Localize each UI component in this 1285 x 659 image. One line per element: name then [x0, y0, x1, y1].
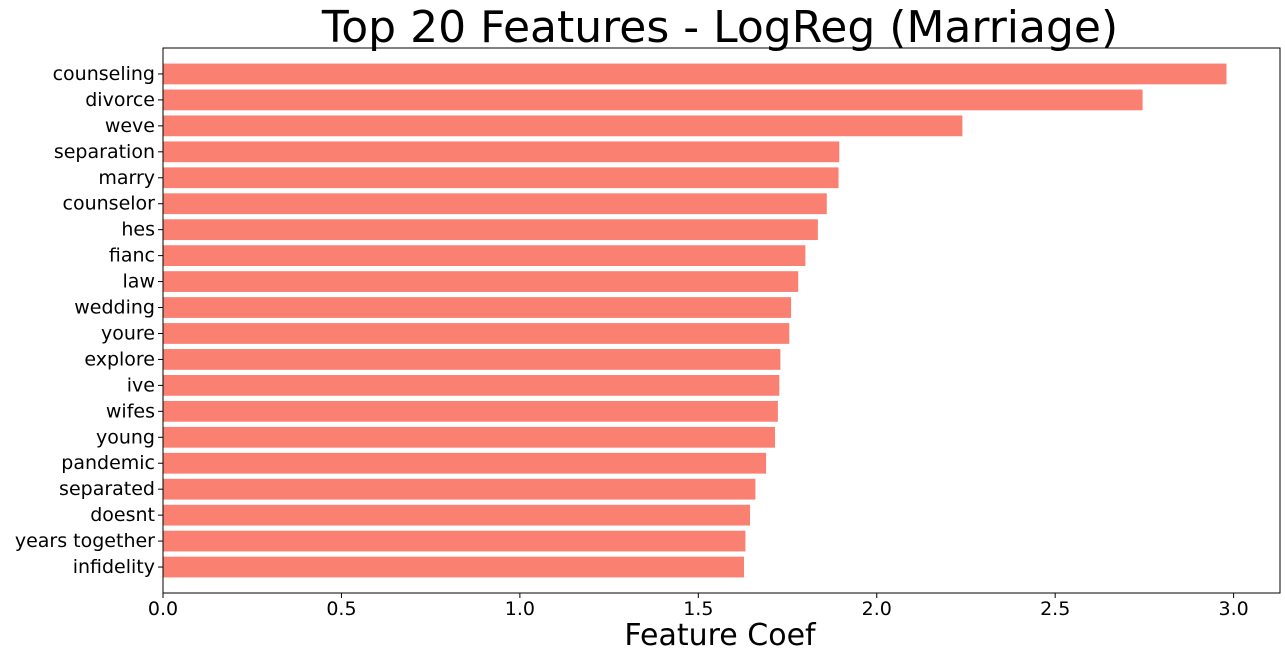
bar — [163, 556, 744, 578]
x-tick-label: 1.0 — [505, 598, 535, 620]
y-tick-label: hes — [121, 219, 155, 241]
x-tick-label: 2.0 — [862, 598, 892, 620]
bar — [163, 530, 746, 552]
bar — [163, 297, 792, 318]
y-tick-label: explore — [84, 348, 155, 370]
bar — [163, 193, 827, 215]
bar — [163, 167, 839, 189]
x-axis-label: Feature Coef — [624, 618, 817, 653]
bar — [163, 323, 790, 344]
bar — [163, 478, 756, 500]
bar — [163, 271, 799, 292]
y-tick-label: pandemic — [61, 452, 155, 474]
y-tick-label: separated — [59, 478, 155, 500]
y-tick-label: counselor — [63, 193, 156, 215]
y-tick-label: doesnt — [90, 504, 155, 526]
bar — [163, 375, 780, 396]
x-tick-label: 1.5 — [683, 598, 713, 620]
chart-title: Top 20 Features - LogReg (Marriage) — [321, 2, 1118, 53]
bar — [163, 400, 778, 422]
y-tick-label: infidelity — [73, 556, 155, 578]
y-tick-label: wifes — [106, 400, 155, 422]
y-tick-label: wedding — [74, 297, 155, 319]
y-tick-label: counseling — [53, 63, 155, 85]
y-tick-label: divorce — [85, 89, 155, 111]
bar — [163, 245, 806, 266]
x-tick-label: 2.5 — [1040, 598, 1070, 620]
plot-frame — [162, 47, 1281, 594]
bar — [163, 141, 840, 163]
x-tick-label: 0.0 — [148, 598, 178, 620]
bar — [163, 426, 776, 448]
y-tick-label: youre — [101, 322, 155, 344]
y-tick-label: weve — [105, 115, 155, 137]
bar — [163, 219, 818, 241]
bar — [163, 504, 751, 526]
x-ticks-group: 0.0 0.5 1.0 1.5 2.0 2.5 3.0 — [148, 593, 1249, 620]
bar — [163, 89, 1143, 111]
y-tick-label: law — [123, 271, 155, 293]
y-tick-label: marry — [98, 167, 155, 189]
bar — [163, 63, 1227, 85]
y-tick-label: years together — [15, 530, 155, 552]
axes-frame — [162, 47, 1281, 594]
x-tick-label: 0.5 — [326, 598, 356, 620]
bar — [163, 452, 767, 474]
y-tick-label: ive — [127, 374, 155, 396]
y-tick-label: fianc — [109, 245, 155, 267]
bar — [163, 349, 781, 370]
x-tick-label: 3.0 — [1218, 598, 1248, 620]
bar — [163, 115, 963, 137]
y-tick-label: young — [96, 426, 155, 448]
y-tick-label: separation — [54, 141, 155, 163]
bars-group — [163, 63, 1227, 578]
y-ticks-group: counseling divorce weve separation marry coun… — [15, 63, 163, 578]
